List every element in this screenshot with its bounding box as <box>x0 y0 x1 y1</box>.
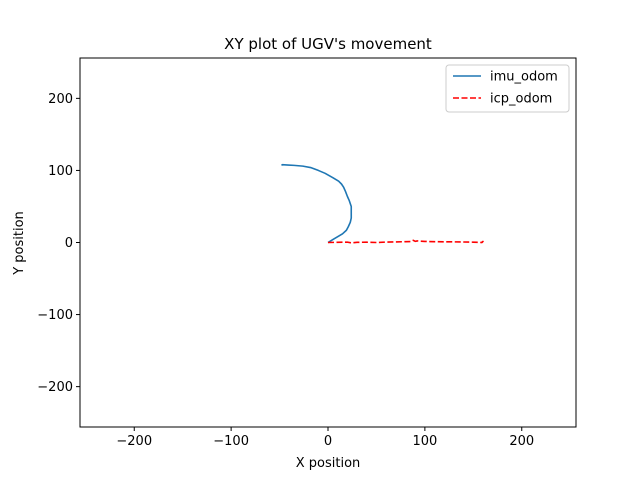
y-tick-label: 100 <box>48 164 73 179</box>
chart-title: XY plot of UGV's movement <box>224 35 432 53</box>
x-axis-title: X position <box>296 456 361 471</box>
y-tick-label: −200 <box>37 380 73 395</box>
x-tick-label: 200 <box>509 434 534 449</box>
legend-label-imu-odom: imu_odom <box>490 70 558 85</box>
y-tick-label: 200 <box>48 92 73 107</box>
legend: imu_odom icp_odom <box>445 64 570 113</box>
y-axis: −200 −100 0 100 200 <box>37 92 80 395</box>
y-tick-label: −100 <box>37 308 73 323</box>
x-tick-label: 0 <box>324 434 332 449</box>
series-line-imu-odom <box>281 163 353 244</box>
x-tick-label: −200 <box>116 434 152 449</box>
series-line-icp-odom <box>327 239 484 244</box>
y-axis-title: Y position <box>12 211 27 276</box>
x-axis: −200 −100 0 100 200 <box>116 427 534 449</box>
y-tick-label: 0 <box>65 236 73 251</box>
legend-label-icp-odom: icp_odom <box>490 92 552 107</box>
x-tick-label: −100 <box>213 434 249 449</box>
x-tick-label: 100 <box>412 434 437 449</box>
plot-area <box>281 163 484 244</box>
